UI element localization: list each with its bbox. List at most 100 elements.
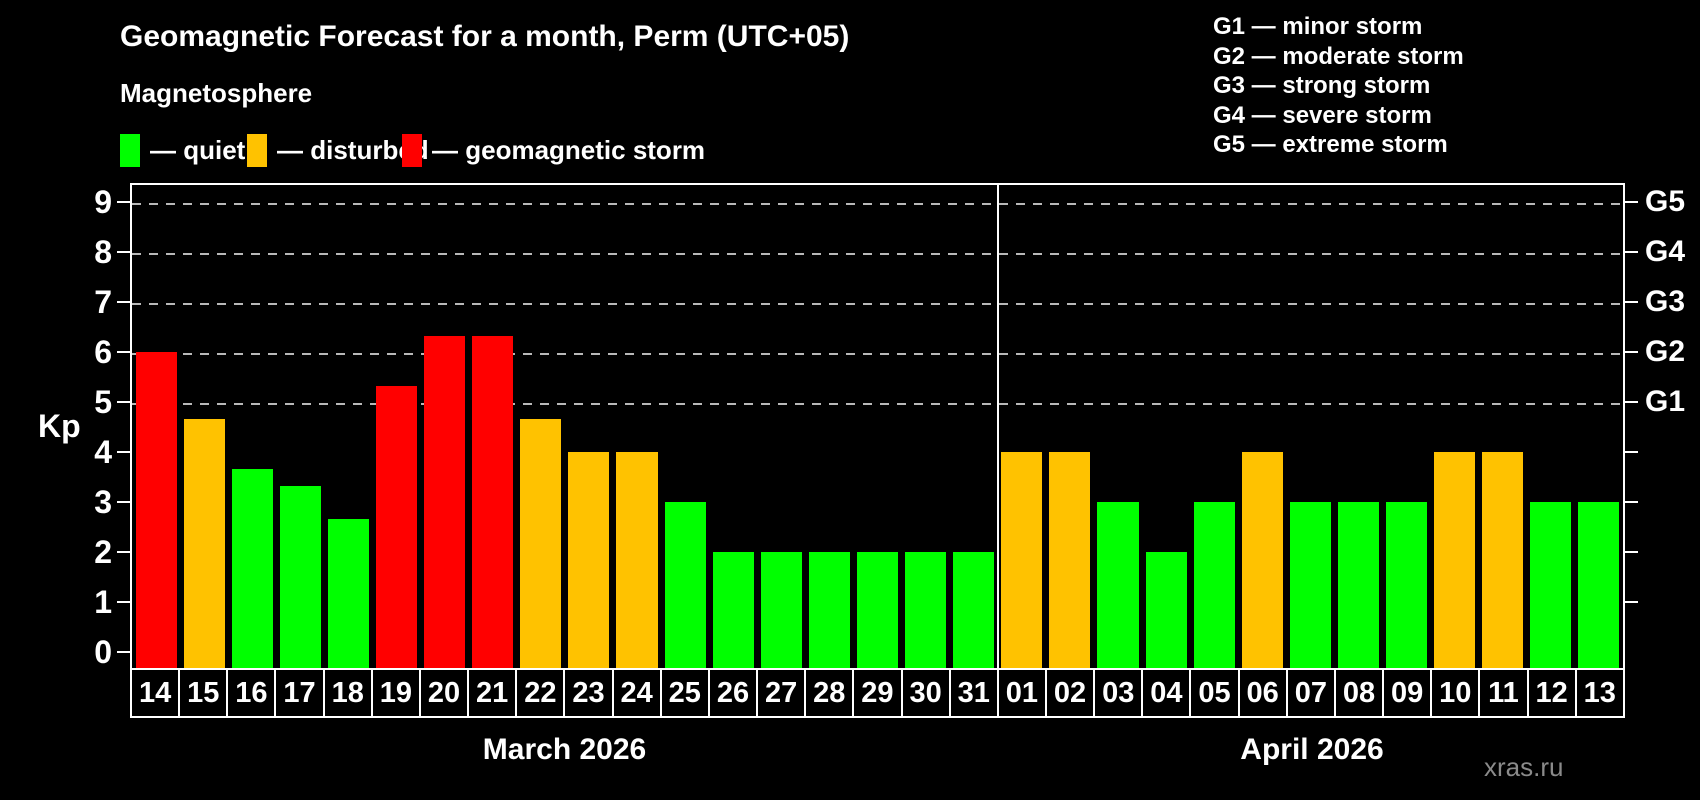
right-axis-tick-4 — [1625, 451, 1638, 453]
gridline-kp5 — [132, 403, 1623, 405]
day-label: 13 — [1583, 676, 1616, 709]
day-cell-14: 14 — [132, 670, 181, 716]
kp-bar-26 — [712, 552, 754, 668]
day-cell-19: 19 — [373, 670, 421, 716]
watermark: xras.ru — [1484, 752, 1564, 782]
day-cell-06: 06 — [1240, 670, 1288, 716]
kp-bar-18 — [327, 518, 369, 668]
kp-bar-14 — [135, 352, 177, 668]
g-level-label-g1: G1 — [1645, 385, 1686, 418]
day-cell-31: 31 — [951, 670, 999, 716]
y-axis-tick-label-7: 7 — [94, 284, 112, 320]
day-cell-18: 18 — [325, 670, 373, 716]
day-cell-02: 02 — [1047, 670, 1096, 716]
day-cell-12: 12 — [1529, 670, 1577, 716]
day-cell-29: 29 — [854, 670, 903, 716]
day-label: 05 — [1198, 676, 1231, 709]
day-label: 25 — [668, 676, 701, 709]
day-label: 12 — [1535, 676, 1568, 709]
kp-bar-15 — [183, 418, 225, 668]
kp-bar-25 — [664, 502, 706, 668]
gridline-kp6 — [132, 353, 1623, 355]
kp-bar-22 — [520, 418, 562, 668]
day-label: 23 — [572, 676, 605, 709]
quiet-color-swatch — [120, 133, 140, 167]
y-axis-tick-8 — [117, 251, 130, 253]
day-label: 17 — [283, 676, 316, 709]
day-cell-26: 26 — [710, 670, 759, 716]
y-axis-tick-6 — [117, 351, 130, 353]
legend-item-quiet: — quiet — [120, 133, 245, 167]
day-cell-11: 11 — [1480, 670, 1529, 716]
day-cell-01: 01 — [999, 670, 1047, 716]
y-axis-tick-5 — [117, 401, 130, 403]
kp-bar-04 — [1145, 552, 1187, 668]
day-label: 01 — [1005, 676, 1039, 709]
day-cell-17: 17 — [276, 670, 325, 716]
legend-label-quiet: — quiet — [150, 134, 246, 165]
right-axis-tick-6 — [1625, 351, 1638, 353]
gridline-kp8 — [132, 253, 1623, 255]
day-cell-16: 16 — [228, 670, 277, 716]
kp-bar-19 — [375, 385, 418, 668]
right-axis-tick-9 — [1625, 201, 1638, 203]
day-cell-09: 09 — [1384, 670, 1433, 716]
kp-bar-31 — [953, 552, 995, 668]
g-level-label-g5: G5 — [1645, 185, 1686, 218]
storm-scale-line-g2: G2 — moderate storm — [1213, 42, 1464, 70]
gridline-kp7 — [132, 303, 1623, 305]
kp-bar-08 — [1337, 502, 1379, 668]
day-cell-03: 03 — [1095, 670, 1144, 716]
day-cell-07: 07 — [1288, 670, 1336, 716]
day-label: 14 — [138, 676, 172, 709]
right-axis-tick-2 — [1625, 551, 1638, 553]
kp-bar-17 — [279, 485, 321, 668]
day-label: 02 — [1053, 676, 1087, 709]
day-label: 19 — [379, 676, 412, 709]
day-cell-22: 22 — [517, 670, 566, 716]
day-cell-08: 08 — [1336, 670, 1385, 716]
day-label: 27 — [764, 676, 798, 709]
day-label: 06 — [1246, 676, 1279, 709]
kp-bar-30 — [905, 552, 947, 668]
day-label: 11 — [1488, 676, 1519, 709]
y-axis-tick-label-5: 5 — [94, 384, 112, 420]
kp-bar-02 — [1049, 452, 1091, 668]
kp-bar-11 — [1482, 452, 1524, 668]
kp-axis-label: Kp — [38, 408, 81, 444]
kp-bar-03 — [1097, 502, 1139, 668]
y-axis-tick-label-6: 6 — [94, 334, 112, 370]
day-label: 28 — [813, 676, 846, 709]
day-label: 10 — [1439, 676, 1472, 709]
y-axis-tick-1 — [117, 601, 130, 603]
kp-bar-07 — [1289, 502, 1331, 668]
kp-bar-21 — [472, 335, 514, 668]
month-divider — [996, 185, 999, 668]
day-label: 08 — [1342, 676, 1376, 709]
chart-title: Geomagnetic Forecast for a month, Perm (… — [120, 20, 850, 53]
kp-bar-29 — [856, 552, 899, 668]
day-label: 31 — [957, 676, 990, 709]
day-label: 29 — [861, 676, 894, 709]
y-axis-tick-label-3: 3 — [94, 484, 112, 520]
disturbed-color-swatch — [247, 133, 267, 167]
storm-scale-line-g1: G1 — minor storm — [1213, 13, 1423, 40]
day-label: 30 — [909, 676, 942, 709]
day-cell-04: 04 — [1143, 670, 1192, 716]
y-axis-tick-9 — [117, 201, 130, 203]
kp-bar-28 — [808, 552, 850, 668]
kp-bar-06 — [1241, 452, 1283, 668]
day-label: 09 — [1391, 676, 1424, 709]
y-axis-tick-label-9: 9 — [94, 184, 112, 220]
g-level-label-g3: G3 — [1645, 285, 1686, 318]
right-axis-tick-8 — [1625, 251, 1638, 253]
y-axis-tick-7 — [117, 301, 130, 303]
y-axis-tick-2 — [117, 551, 130, 553]
day-cell-21: 21 — [469, 670, 518, 716]
kp-bar-05 — [1193, 502, 1235, 668]
right-axis-tick-5 — [1625, 401, 1638, 403]
kp-bar-23 — [568, 452, 610, 668]
y-axis-tick-label-0: 0 — [94, 634, 112, 670]
y-axis-tick-label-2: 2 — [94, 534, 112, 570]
kp-bar-24 — [616, 452, 658, 668]
